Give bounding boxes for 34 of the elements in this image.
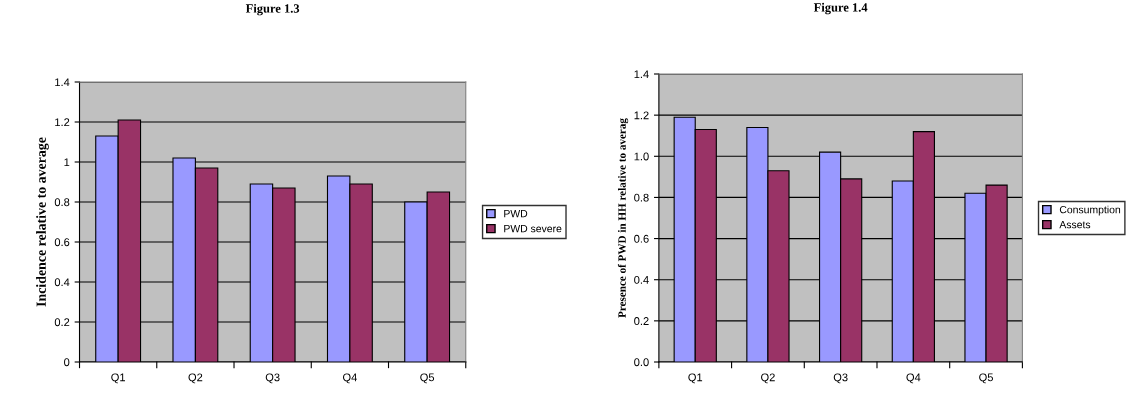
legend-label: Assets (1059, 221, 1091, 229)
x-tick-label: Q4 (906, 373, 921, 384)
y-tick-label: 0.4 (634, 275, 649, 284)
y-tick-label: 1.0 (634, 152, 649, 161)
y-tick-label: 0.2 (634, 317, 649, 325)
y-tick-label: 0.6 (634, 234, 649, 243)
y-tick-label: 0.8 (634, 193, 649, 202)
legend-label: PWD severe (504, 225, 562, 233)
x-tick-label: Q5 (979, 373, 993, 384)
y-tick-label: 1.4 (634, 70, 649, 79)
chart-title: Figure 1.3 (245, 3, 300, 16)
x-tick-label: Q2 (188, 373, 203, 384)
y-tick-label: 1.2 (55, 118, 70, 127)
y-tick-label: 1 (64, 158, 70, 167)
y-tick-label: 0.4 (54, 278, 70, 287)
y-tick-label: 0.6 (54, 238, 70, 247)
y-tick-label: 0 (64, 358, 70, 367)
x-tick-label: Q5 (420, 373, 435, 384)
y-tick-label: 1.4 (55, 78, 70, 87)
x-tick-label: Q1 (688, 373, 703, 384)
y-axis-title: Incidence relative to average (36, 137, 49, 307)
x-tick-label: Q4 (343, 373, 357, 384)
y-axis-title: Presence of PWD in HH relative to averag (617, 118, 629, 318)
y-tick-label: 0.0 (634, 358, 649, 367)
y-tick-label: 1.2 (634, 111, 649, 120)
y-tick-label: 0.2 (54, 318, 70, 327)
legend-label: PWD (504, 210, 528, 218)
y-tick-label: 0.8 (54, 198, 70, 207)
x-tick-label: Q1 (111, 373, 126, 384)
legend-label: Consumption (1059, 205, 1121, 216)
chart-title: Figure 1.4 (813, 2, 868, 15)
x-tick-label: Q3 (833, 373, 848, 384)
x-tick-label: Q3 (265, 373, 280, 384)
x-tick-label: Q2 (761, 373, 775, 384)
